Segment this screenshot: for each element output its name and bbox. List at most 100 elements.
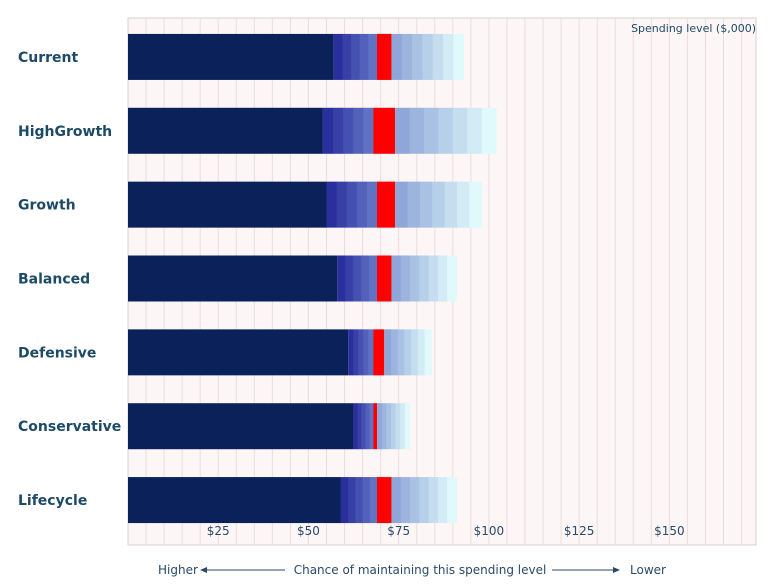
segment-mid xyxy=(345,255,354,302)
segment-mid xyxy=(356,181,368,228)
segment-mid xyxy=(353,107,364,154)
segment-median xyxy=(373,329,385,376)
segment-light xyxy=(417,329,425,376)
segment-light xyxy=(400,403,406,450)
segment-mid xyxy=(368,329,374,376)
segment-mid xyxy=(337,255,346,302)
segment-light xyxy=(456,181,470,228)
segment-mid xyxy=(363,329,369,376)
segment-light xyxy=(419,255,430,302)
axis-annotation: Spending level ($,000) xyxy=(631,22,756,35)
segment-light xyxy=(432,33,444,80)
xlabel-left: Higher xyxy=(158,563,198,577)
arrow-right-icon xyxy=(613,567,620,573)
segment-light xyxy=(481,107,497,154)
bar-conservative xyxy=(128,403,411,450)
x-tick-label: $50 xyxy=(297,524,320,538)
segment-mid xyxy=(333,33,343,80)
segment-mid xyxy=(365,403,370,450)
segment-light xyxy=(422,33,434,80)
segment-light xyxy=(410,477,420,524)
segment-mid xyxy=(348,329,354,376)
category-label: Balanced xyxy=(18,272,90,288)
segment-light xyxy=(443,33,454,80)
segment-light xyxy=(386,403,392,450)
segment-light xyxy=(428,477,439,524)
segment-mid xyxy=(362,477,371,524)
segment-light xyxy=(453,33,465,80)
segment-light xyxy=(467,107,483,154)
category-label: Current xyxy=(18,50,79,66)
category-label: Conservative xyxy=(18,419,121,435)
segment-dark xyxy=(128,403,354,450)
segment-mid xyxy=(369,255,378,302)
segment-light xyxy=(391,477,402,524)
segment-light xyxy=(400,477,411,524)
segment-light xyxy=(407,181,421,228)
segment-light xyxy=(438,107,454,154)
category-label: Defensive xyxy=(18,345,96,361)
segment-light xyxy=(395,107,411,154)
segment-mid xyxy=(357,403,363,450)
segment-dark xyxy=(128,255,338,302)
segment-median xyxy=(377,181,396,228)
segment-mid xyxy=(322,107,334,154)
segment-mid xyxy=(348,477,356,524)
segment-light xyxy=(395,403,401,450)
segment-median xyxy=(377,33,392,80)
category-label: Lifecycle xyxy=(18,493,87,509)
segment-light xyxy=(397,329,405,376)
segment-light xyxy=(401,33,413,80)
segment-light xyxy=(447,477,457,524)
segment-light xyxy=(390,329,399,376)
category-label: Growth xyxy=(18,198,76,214)
segment-light xyxy=(404,329,412,376)
segment-mid xyxy=(369,403,374,450)
bar-lifecycle xyxy=(128,477,457,524)
segment-dark xyxy=(128,33,334,80)
arrow-left-icon xyxy=(200,567,207,573)
bar-balanced xyxy=(128,255,457,302)
x-tick-label: $25 xyxy=(207,524,230,538)
segment-mid xyxy=(369,477,378,524)
segment-light xyxy=(390,403,397,450)
segment-mid xyxy=(359,33,369,80)
segment-light xyxy=(409,107,425,154)
segment-light xyxy=(444,181,458,228)
segment-mid xyxy=(342,33,352,80)
segment-mid xyxy=(333,107,344,154)
segment-light xyxy=(419,477,430,524)
segment-dark xyxy=(128,477,341,524)
segment-mid xyxy=(336,181,348,228)
segment-light xyxy=(404,403,411,450)
x-tick-label: $125 xyxy=(564,524,595,538)
segment-light xyxy=(432,181,446,228)
segment-light xyxy=(391,33,403,80)
x-tick-labels: $25 $50 $75 $100 $125 $150 xyxy=(207,524,685,538)
xlabel-right: Lower xyxy=(630,563,666,577)
xlabel-center: Chance of maintaining this spending leve… xyxy=(294,563,547,577)
segment-median xyxy=(373,403,378,450)
bar-highgrowth xyxy=(128,107,497,154)
segment-light xyxy=(384,329,392,376)
segment-light xyxy=(410,255,420,302)
segment-dark xyxy=(128,107,323,154)
segment-mid xyxy=(346,181,358,228)
segment-mid xyxy=(353,255,362,302)
segment-median xyxy=(373,107,396,154)
x-tick-label: $75 xyxy=(387,524,410,538)
segment-light xyxy=(391,255,402,302)
segment-light xyxy=(437,255,448,302)
x-tick-label: $100 xyxy=(474,524,505,538)
category-labels: Current HighGrowth Growth Balanced Defensive… xyxy=(18,50,121,509)
segment-mid xyxy=(326,181,338,228)
segment-mid xyxy=(355,477,364,524)
x-tick-label: $150 xyxy=(654,524,685,538)
segment-mid xyxy=(361,403,366,450)
segment-light xyxy=(377,403,383,450)
segment-light xyxy=(424,329,432,376)
segment-mid xyxy=(358,329,364,376)
segment-light xyxy=(395,181,408,228)
segment-mid xyxy=(353,403,359,450)
segment-mid xyxy=(366,181,378,228)
